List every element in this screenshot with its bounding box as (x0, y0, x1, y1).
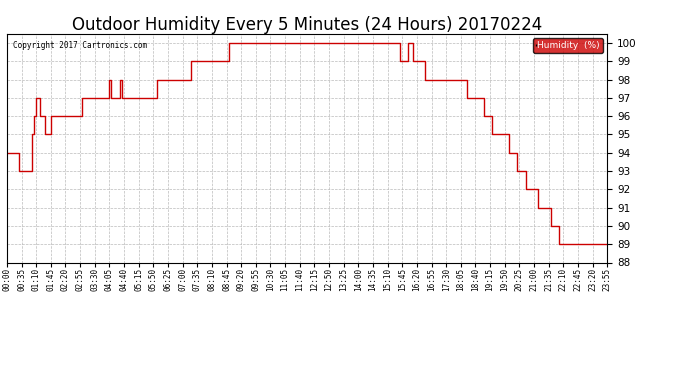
Title: Outdoor Humidity Every 5 Minutes (24 Hours) 20170224: Outdoor Humidity Every 5 Minutes (24 Hou… (72, 16, 542, 34)
Text: Copyright 2017 Cartronics.com: Copyright 2017 Cartronics.com (13, 40, 147, 50)
Legend: Humidity  (%): Humidity (%) (533, 38, 602, 53)
